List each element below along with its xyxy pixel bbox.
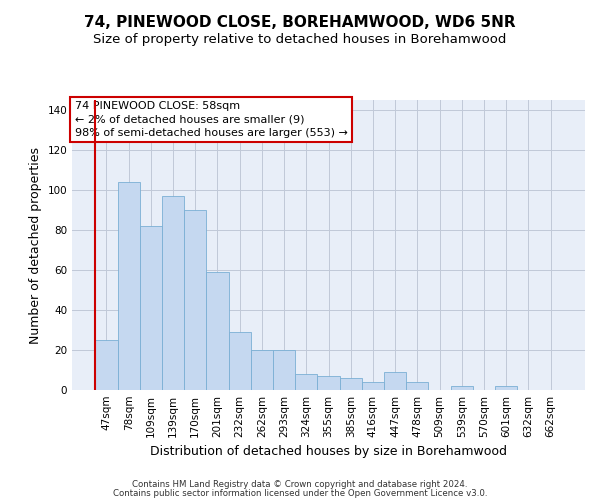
Y-axis label: Number of detached properties: Number of detached properties <box>29 146 42 344</box>
Bar <box>340 378 362 390</box>
Bar <box>384 372 406 390</box>
Text: Contains HM Land Registry data © Crown copyright and database right 2024.: Contains HM Land Registry data © Crown c… <box>132 480 468 489</box>
X-axis label: Distribution of detached houses by size in Borehamwood: Distribution of detached houses by size … <box>150 446 507 458</box>
Bar <box>495 386 517 390</box>
Bar <box>273 350 295 390</box>
Bar <box>251 350 273 390</box>
Bar <box>229 332 251 390</box>
Bar <box>140 226 162 390</box>
Text: 74, PINEWOOD CLOSE, BOREHAMWOOD, WD6 5NR: 74, PINEWOOD CLOSE, BOREHAMWOOD, WD6 5NR <box>84 15 516 30</box>
Bar <box>406 382 428 390</box>
Bar <box>362 382 384 390</box>
Bar <box>118 182 140 390</box>
Bar <box>317 376 340 390</box>
Bar <box>95 340 118 390</box>
Bar <box>206 272 229 390</box>
Bar <box>295 374 317 390</box>
Text: 74 PINEWOOD CLOSE: 58sqm
← 2% of detached houses are smaller (9)
98% of semi-det: 74 PINEWOOD CLOSE: 58sqm ← 2% of detache… <box>74 102 347 138</box>
Text: Size of property relative to detached houses in Borehamwood: Size of property relative to detached ho… <box>94 32 506 46</box>
Bar <box>184 210 206 390</box>
Text: Contains public sector information licensed under the Open Government Licence v3: Contains public sector information licen… <box>113 488 487 498</box>
Bar <box>451 386 473 390</box>
Bar <box>162 196 184 390</box>
